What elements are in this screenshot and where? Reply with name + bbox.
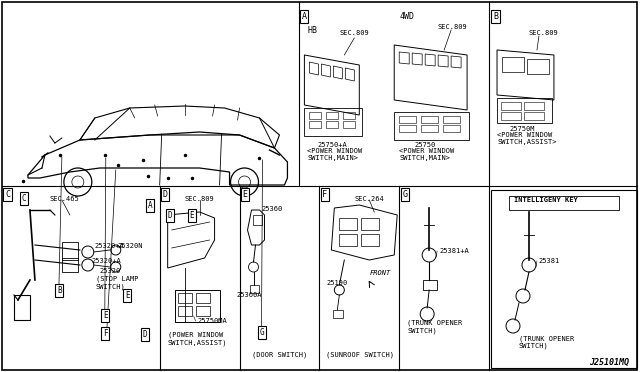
Bar (421, 116, 438, 123)
Bar (343, 121, 355, 128)
Text: J25101MQ: J25101MQ (589, 358, 629, 367)
Text: B: B (57, 286, 61, 295)
Text: 25190: 25190 (326, 280, 348, 286)
Text: 25750: 25750 (414, 142, 435, 148)
Bar (399, 116, 416, 123)
Text: SEC.809: SEC.809 (339, 30, 369, 36)
Bar (309, 112, 321, 119)
Text: SEC.465: SEC.465 (50, 196, 79, 202)
Bar (509, 196, 619, 210)
Text: A: A (148, 201, 152, 210)
Bar (423, 280, 437, 290)
Text: 25360: 25360 (262, 206, 283, 212)
Text: (STOP LAMP
SWITCH): (STOP LAMP SWITCH) (96, 276, 138, 290)
Bar (333, 310, 343, 318)
Text: F: F (323, 190, 328, 199)
Bar (394, 112, 469, 140)
Text: <POWER WINDOW
SWITCH,MAIN>: <POWER WINDOW SWITCH,MAIN> (307, 148, 363, 161)
Text: 25381: 25381 (539, 258, 560, 264)
Text: 4WD: 4WD (399, 12, 414, 21)
Text: SEC.809: SEC.809 (184, 196, 214, 202)
Bar (178, 293, 191, 303)
Text: E: E (103, 311, 108, 320)
Bar (497, 98, 552, 123)
Text: E: E (243, 190, 248, 199)
Text: 25320: 25320 (100, 268, 121, 274)
Text: (POWER WINDOW
SWITCH,ASSIST): (POWER WINDOW SWITCH,ASSIST) (168, 332, 227, 346)
Bar (362, 218, 380, 230)
Bar (196, 306, 209, 316)
Bar (443, 125, 460, 132)
Bar (524, 112, 544, 120)
Bar (326, 112, 339, 119)
Text: 25320N: 25320N (118, 243, 143, 249)
Bar (399, 125, 416, 132)
Bar (362, 234, 380, 246)
Bar (326, 121, 339, 128)
Bar (524, 102, 544, 110)
Text: 25320+A: 25320+A (92, 258, 122, 264)
Text: C: C (22, 194, 27, 203)
Text: (TRUNK OPENER
SWITCH): (TRUNK OPENER SWITCH) (407, 320, 463, 334)
Bar (502, 57, 524, 72)
Text: HB: HB (307, 26, 317, 35)
Bar (501, 102, 521, 110)
Text: 25750MA: 25750MA (198, 318, 227, 324)
Text: (TRUNK OPENER
SWITCH): (TRUNK OPENER SWITCH) (519, 335, 574, 349)
Text: E: E (189, 211, 195, 220)
Bar (491, 190, 637, 368)
Bar (343, 112, 355, 119)
Text: SEC.809: SEC.809 (437, 24, 467, 30)
Bar (527, 59, 549, 74)
Text: 25320+A: 25320+A (95, 243, 125, 249)
Text: (DOOR SWITCH): (DOOR SWITCH) (252, 352, 307, 359)
Text: <POWER WINDOW
SWITCH,ASSIST>: <POWER WINDOW SWITCH,ASSIST> (497, 132, 557, 145)
Text: 25750+A: 25750+A (317, 142, 347, 148)
Bar (443, 116, 460, 123)
Text: 25381+A: 25381+A (439, 248, 469, 254)
Bar (175, 290, 220, 322)
Bar (309, 121, 321, 128)
Text: C: C (5, 190, 10, 199)
Bar (196, 293, 209, 303)
Text: FRONT: FRONT (369, 270, 390, 276)
Text: D: D (163, 190, 168, 199)
Bar (178, 306, 191, 316)
Text: E: E (125, 291, 129, 300)
Text: INTELLIGENY KEY: INTELLIGENY KEY (514, 197, 578, 203)
Text: SEC.809: SEC.809 (529, 30, 559, 36)
Text: G: G (402, 190, 407, 199)
Bar (421, 125, 438, 132)
Text: F: F (103, 329, 108, 338)
Text: (SUNROOF SWITCH): (SUNROOF SWITCH) (326, 352, 394, 359)
Bar (339, 218, 357, 230)
Text: 25360A: 25360A (237, 292, 262, 298)
Bar (62, 258, 78, 272)
Text: 25750M: 25750M (509, 126, 534, 132)
Bar (62, 242, 78, 260)
Bar (253, 215, 262, 225)
Bar (305, 108, 362, 136)
Text: D: D (143, 330, 147, 339)
Bar (339, 234, 357, 246)
Bar (250, 285, 259, 293)
Text: B: B (493, 12, 498, 21)
Text: G: G (259, 328, 264, 337)
Text: D: D (168, 211, 172, 220)
Bar (501, 112, 521, 120)
Text: SEC.264: SEC.264 (355, 196, 384, 202)
Text: A: A (301, 12, 307, 21)
Text: <POWER WINDOW
SWITCH,MAIN>: <POWER WINDOW SWITCH,MAIN> (399, 148, 454, 161)
